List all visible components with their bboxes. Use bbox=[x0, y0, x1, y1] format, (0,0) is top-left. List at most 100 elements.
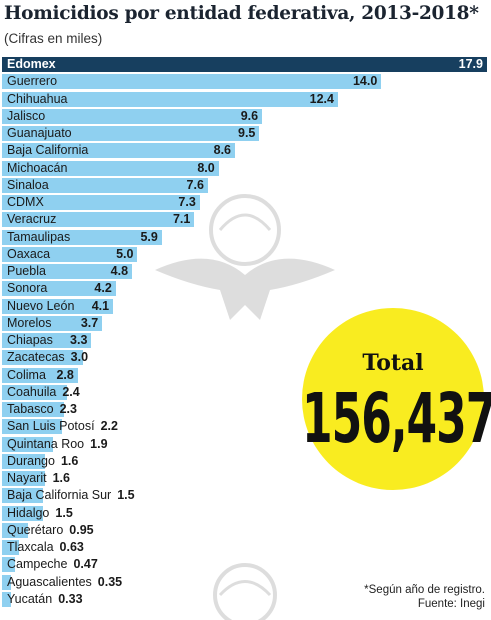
bar-value-label: 8.0 bbox=[197, 160, 215, 175]
bar-value-label: 7.1 bbox=[172, 212, 191, 227]
bar-9: Veracruz 7.1 bbox=[2, 212, 195, 228]
total-circle: Total 156,437 bbox=[302, 308, 491, 490]
bar-15: Morelos 3.7 bbox=[2, 315, 103, 331]
bar-value-label: 2.8 bbox=[56, 367, 74, 382]
bar-value-label: 4.1 bbox=[91, 298, 110, 313]
bar-19: Coahuila 2.4 bbox=[2, 384, 80, 400]
bar-label: Sinaloa bbox=[7, 177, 49, 192]
bar-label: Campeche bbox=[7, 557, 68, 572]
bar-label: CDMX bbox=[7, 195, 44, 209]
bar-value-label: 1.5 bbox=[55, 505, 73, 520]
bar-label: Yucatán bbox=[7, 591, 53, 606]
bar-label: Edomex bbox=[7, 57, 56, 71]
bar-value-label: 8.6 bbox=[213, 143, 232, 158]
bar-24: Nayarit 1.6 bbox=[2, 471, 70, 486]
bar-21: San Luis Potosí 2.2 bbox=[2, 419, 118, 435]
bar-4: Guanajuato 9.5 bbox=[2, 126, 260, 141]
bar-value-label: 17.9 bbox=[458, 57, 483, 71]
bar-1: Guerrero 14.0 bbox=[2, 74, 382, 90]
bar-value-label: 7.3 bbox=[178, 195, 196, 209]
bar-label: Sonora bbox=[7, 281, 48, 296]
bar-31: Yucatán 0.33 bbox=[2, 591, 83, 607]
bar-label: Tlaxcala bbox=[7, 540, 54, 554]
bar-value-label: 0.47 bbox=[73, 557, 98, 572]
chart-title: Homicidios por entidad federativa, 2013-… bbox=[4, 3, 479, 24]
bar-label: Hidalgo bbox=[7, 505, 50, 520]
bar-value-label: 1.9 bbox=[90, 436, 108, 451]
eagle-emblem-watermark-icon bbox=[155, 194, 335, 320]
bar-label: Nuevo León bbox=[7, 298, 75, 313]
bar-25: Baja California Sur 1.5 bbox=[2, 488, 135, 504]
bar-value-label: 7.6 bbox=[186, 177, 204, 192]
bar-label: San Luis Potosí bbox=[7, 419, 95, 434]
bar-value-label: 3.3 bbox=[70, 333, 88, 347]
bar-value-label: 5.0 bbox=[116, 246, 134, 261]
bar-value-label: 0.63 bbox=[59, 540, 84, 554]
bar-label: Jalisco bbox=[7, 108, 46, 123]
bar-3: Jalisco 9.6 bbox=[2, 108, 263, 124]
eagle-emblem-watermark-bottom-icon bbox=[213, 563, 277, 620]
bar-7: Sinaloa 7.6 bbox=[2, 177, 208, 193]
bar-label: Quintana Roo bbox=[7, 436, 85, 451]
bar-8: CDMX 7.3 bbox=[2, 195, 200, 210]
bar-value-label: 3.0 bbox=[70, 350, 89, 365]
bar-6: Michoacán 8.0 bbox=[2, 160, 219, 176]
footnote-note: *Según año de registro. bbox=[364, 584, 485, 596]
bar-label: Guanajuato bbox=[7, 126, 72, 140]
bar-17: Zacatecas 3.0 bbox=[2, 350, 88, 366]
bar-value-label: 2.4 bbox=[62, 384, 80, 399]
bar-value-label: 12.4 bbox=[309, 91, 334, 106]
bar-26: Hidalgo 1.5 bbox=[2, 505, 73, 521]
bar-label: Zacatecas bbox=[7, 350, 65, 365]
bar-2: Chihuahua 12.4 bbox=[2, 91, 338, 107]
total-label: Total bbox=[362, 350, 424, 376]
bar-value-label: 1.5 bbox=[117, 488, 135, 503]
bar-value-label: 0.35 bbox=[97, 574, 123, 589]
bar-12: Puebla 4.8 bbox=[2, 264, 133, 279]
bar-label: Coahuila bbox=[7, 384, 57, 399]
bar-11: Oaxaca 5.0 bbox=[2, 246, 138, 262]
bar-5: Baja California 8.6 bbox=[2, 143, 236, 159]
bar-value-label: 1.6 bbox=[60, 453, 79, 468]
bar-23: Durango 1.6 bbox=[2, 453, 78, 469]
bar-label: Nayarit bbox=[7, 471, 47, 485]
bar-label: Veracruz bbox=[7, 212, 57, 227]
bar-label: Aguascalientes bbox=[7, 574, 92, 589]
bar-value-label: 9.5 bbox=[238, 126, 256, 140]
bar-14: Nuevo León 4.1 bbox=[2, 298, 114, 314]
bar-label: Chiapas bbox=[7, 333, 53, 347]
bar-value-label: 3.7 bbox=[80, 315, 99, 330]
bar-label: Tamaulipas bbox=[7, 229, 71, 244]
bar-20: Tabasco 2.3 bbox=[2, 402, 77, 417]
bar-13: Sonora 4.2 bbox=[2, 281, 116, 297]
bar-label: Tabasco bbox=[7, 402, 54, 416]
total-value: 156,437 bbox=[302, 380, 491, 460]
bar-value-label: 1.6 bbox=[52, 471, 70, 485]
bar-10: Tamaulipas 5.9 bbox=[2, 229, 162, 245]
bar-30: Aguascalientes 0.35 bbox=[2, 574, 122, 590]
bar-label: Michoacán bbox=[7, 160, 68, 175]
bar-0: Edomex 17.9 bbox=[2, 57, 487, 72]
footnote: *Según año de registro. Fuente: Inegi bbox=[364, 583, 485, 611]
bar-value-label: 5.9 bbox=[140, 229, 158, 244]
bar-value-label: 0.33 bbox=[58, 591, 83, 606]
bar-label: Baja California Sur bbox=[7, 488, 112, 503]
bar-29: Campeche 0.47 bbox=[2, 557, 98, 573]
bar-18: Colima 2.8 bbox=[2, 367, 78, 383]
bar-value-label: 2.2 bbox=[100, 419, 118, 434]
bar-16: Chiapas 3.3 bbox=[2, 333, 92, 348]
bar-label: Guerrero bbox=[7, 74, 58, 89]
bar-label: Colima bbox=[7, 367, 46, 382]
bar-label: Querétaro bbox=[7, 522, 64, 537]
bar-label: Morelos bbox=[7, 315, 52, 330]
bar-value-label: 9.6 bbox=[240, 108, 259, 123]
bar-label: Durango bbox=[7, 453, 55, 468]
bar-value-label: 14.0 bbox=[352, 74, 378, 89]
chart-subtitle: (Cifras en miles) bbox=[4, 31, 103, 46]
bar-label: Chihuahua bbox=[7, 91, 68, 106]
bar-value-label: 4.2 bbox=[94, 281, 112, 296]
bar-label: Puebla bbox=[7, 264, 46, 278]
bar-28: Tlaxcala 0.63 bbox=[2, 540, 84, 555]
bar-27: Querétaro 0.95 bbox=[2, 522, 94, 538]
bar-value-label: 4.8 bbox=[110, 264, 129, 278]
